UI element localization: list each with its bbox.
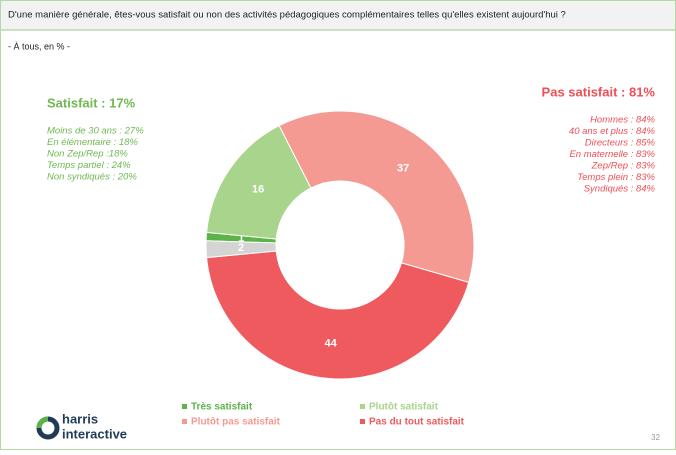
- subtitle: - À tous, en % -: [8, 41, 70, 51]
- logo-accent: [36, 416, 49, 429]
- value-label: 1: [238, 233, 244, 245]
- page-number: 32: [651, 433, 660, 442]
- legend-swatch: [360, 419, 365, 424]
- annotation-line: Syndiqués : 84%: [584, 184, 656, 195]
- annotation-title: Satisfait : 17%: [47, 95, 136, 110]
- annotation-line: En maternelle : 83%: [569, 149, 655, 160]
- legend-swatch: [360, 404, 365, 409]
- legend-label: Plutôt pas satisfait: [191, 417, 281, 428]
- value-label: 44: [325, 337, 338, 349]
- logo-text: interactive: [62, 426, 127, 441]
- annotation-line: Zep/Rep : 83%: [591, 161, 656, 172]
- annotation-line: 40 ans et plus : 84%: [569, 126, 656, 137]
- value-label: 37: [397, 163, 409, 175]
- value-label: 16: [252, 183, 264, 195]
- value-label: 2: [238, 242, 244, 254]
- legend-swatch: [182, 404, 187, 409]
- annotation-line: Non syndiqués : 20%: [47, 172, 137, 183]
- annotation-line: Moins de 30 ans : 27%: [47, 126, 144, 137]
- logo-text: harris: [62, 411, 98, 426]
- annotation-line: En élémentaire : 18%: [47, 137, 138, 148]
- donut-segment: [278, 110, 475, 284]
- annotation-line: Non Zep/Rep :18%: [47, 149, 128, 160]
- annotation-title: Pas satisfait : 81%: [542, 84, 656, 99]
- question: D'une manière générale, êtes-vous satisf…: [8, 10, 566, 21]
- legend-label: Plutôt satisfait: [369, 402, 439, 413]
- logo: harris interactive: [36, 411, 127, 441]
- donut-segment: [205, 240, 277, 259]
- legend-label: Pas du tout satisfait: [369, 417, 465, 428]
- annotation-line: Temps partiel : 24%: [47, 160, 131, 171]
- legend-label: Très satisfait: [191, 402, 253, 413]
- annotation-line: Temps plein : 83%: [577, 172, 655, 183]
- legend-swatch: [182, 419, 187, 424]
- annotation-line: Hommes : 84%: [590, 115, 655, 126]
- header-bar: [0, 0, 676, 30]
- annotation-line: Directeurs : 85%: [585, 138, 656, 149]
- donut-segment: [206, 250, 470, 380]
